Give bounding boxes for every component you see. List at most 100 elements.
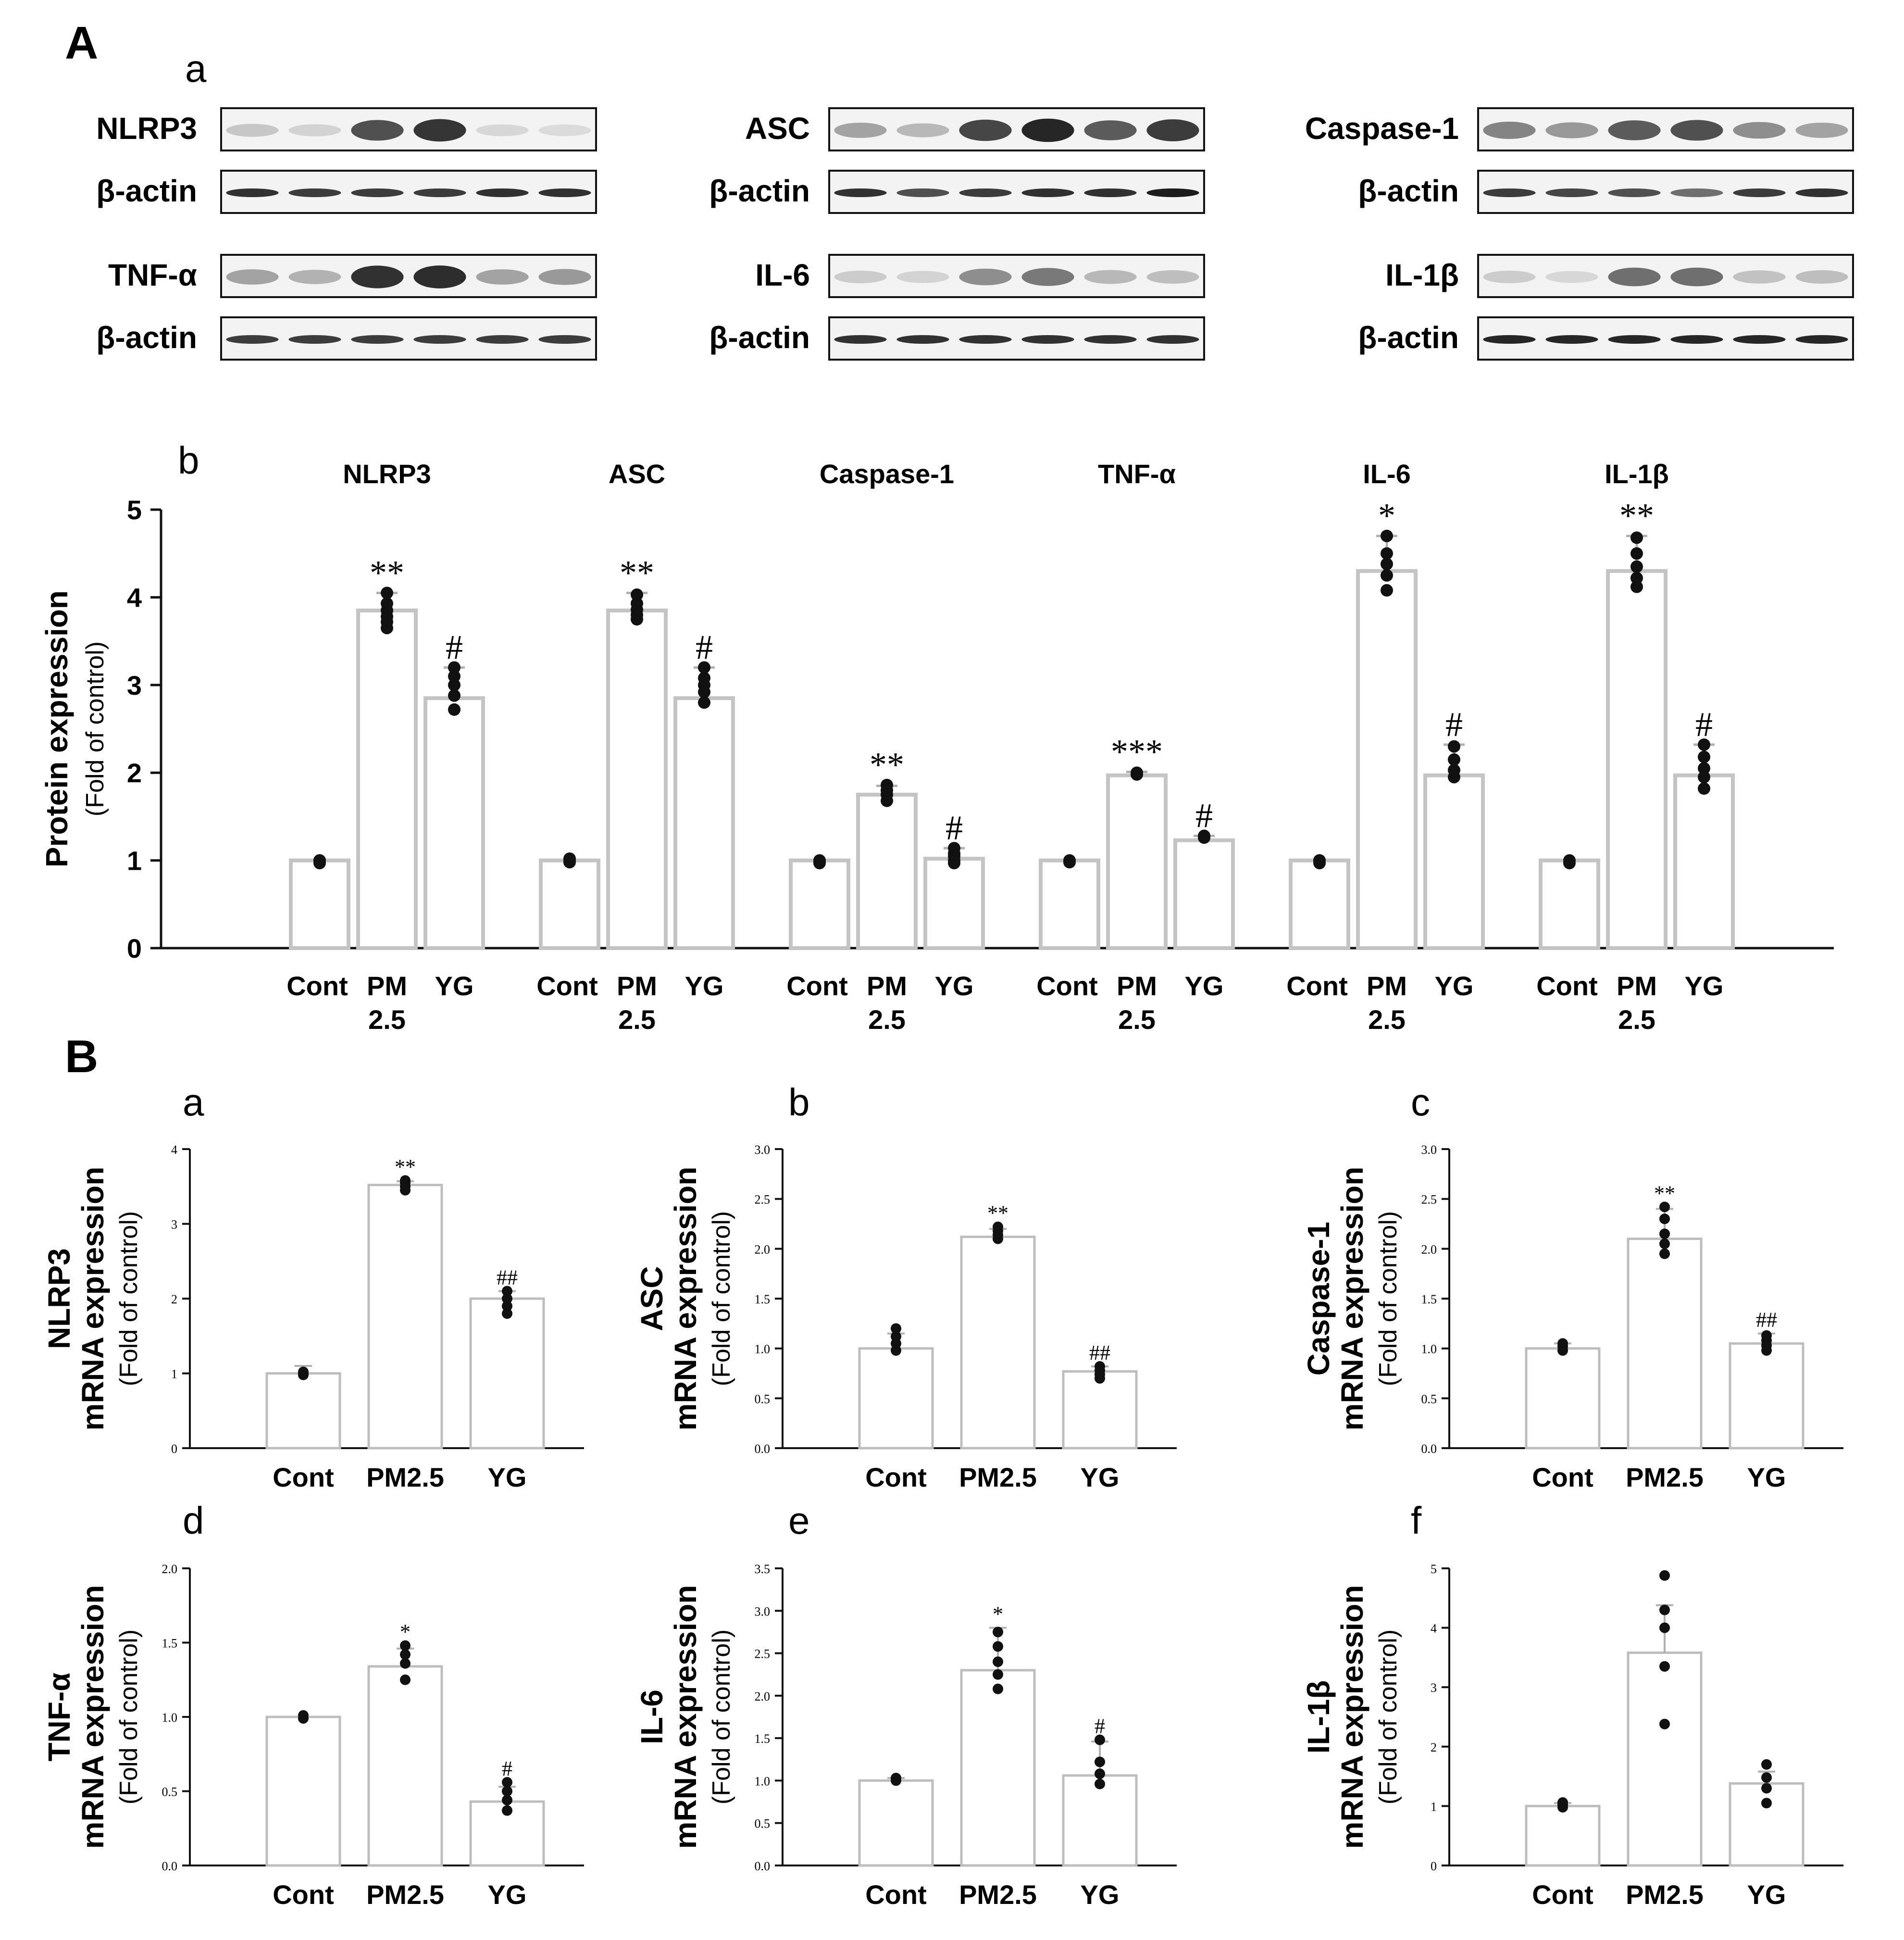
b-y-tick-label-e: 3.5: [755, 1562, 771, 1576]
b-y-tick-label-b: 0.0: [755, 1442, 771, 1456]
panel-labels: A a b B: [65, 17, 207, 1082]
blot-band-tnf-lane-4: [413, 265, 466, 288]
a-point-il-6-1-0: [1381, 584, 1393, 597]
blot-band-il-6-actin-lane-2: [896, 335, 949, 344]
a-point-tnf-0-1: [1063, 854, 1076, 867]
blot-box-asc: [828, 107, 1205, 151]
b-y-tick-label-c: 3.0: [1421, 1143, 1437, 1157]
blot-label-nlrp3: NLRP3: [96, 111, 197, 146]
blot-band-il-6-actin-lane-1: [834, 335, 887, 344]
b-point-f-1-2: [1659, 1622, 1670, 1633]
blot-band-caspase-1-lane-2: [1545, 122, 1598, 138]
a-bar-il-6-pm: [1356, 569, 1418, 951]
a-point-caspase-1-1-3: [881, 778, 893, 791]
b-significance-a-2: ##: [497, 1265, 518, 1289]
panel-b-label: B: [65, 1031, 98, 1082]
blot-band-il-6-lane-5: [1084, 270, 1137, 284]
b-y-tick-label-a: 4: [171, 1143, 177, 1157]
b-y-gene-label-e: IL-6: [635, 1690, 669, 1744]
blot-band-tnf-actin-lane-5: [476, 335, 529, 344]
blot-band-nlrp3-lane-3: [351, 120, 404, 141]
b-y-tick-label-b: 1.5: [755, 1292, 771, 1306]
a-point-asc-2-0: [698, 696, 710, 709]
a-point-nlrp3-1-5: [381, 587, 393, 600]
blot-band-nlrp3-lane-2: [288, 124, 341, 137]
blot-band-tnf-actin-lane-3: [351, 335, 404, 344]
blot-band-il-6-actin-lane-5: [1084, 335, 1137, 344]
b-xlabel-e-2: YG: [1081, 1879, 1120, 1910]
a-bar-asc-pm: [606, 608, 668, 950]
blot-band-tnf-lane-5: [476, 269, 529, 285]
blot-label-il-6: IL-6: [755, 258, 810, 292]
b-xlabel-a-2: YG: [488, 1462, 527, 1492]
b-y-tick-label-b: 0.5: [755, 1392, 771, 1406]
a-bar-asc-cont: [539, 858, 600, 950]
b-y-gene-label-a: NLRP3: [42, 1248, 76, 1349]
a-significance-asc-2: #: [696, 628, 713, 666]
a-point-il-1-0-1: [1563, 854, 1576, 867]
blot-band-caspase-1-lane-1: [1483, 122, 1536, 139]
b-point-c-1-0: [1659, 1248, 1670, 1259]
blot-band-asc-lane-3: [959, 119, 1012, 141]
a-xlabel-nlrp3-2: YG: [435, 971, 474, 1001]
blot-box-caspase-1-actin: [1477, 170, 1854, 214]
b-bar-c-cont: [1525, 1347, 1601, 1450]
a-y-axis-subtitle: (Fold of control): [81, 641, 109, 816]
blot-band-asc-lane-6: [1146, 119, 1199, 141]
blot-box-nlrp3-actin: [220, 170, 597, 214]
b-xlabel-a-1: PM2.5: [366, 1462, 444, 1492]
blot-band-caspase-1-actin-lane-5: [1733, 188, 1786, 197]
b-y-tick-label-c: 0.0: [1421, 1442, 1437, 1456]
b-y-sub-label-d: (Fold of control): [115, 1629, 143, 1804]
a-point-il-1-2-0: [1698, 782, 1710, 795]
b-xlabel-f-0: Cont: [1532, 1879, 1593, 1910]
a-y-tick-label: 0: [127, 933, 142, 964]
blot-box-caspase-1: [1477, 107, 1854, 151]
blot-band-asc-actin-lane-5: [1084, 188, 1137, 197]
b-y-tick-label-a: 3: [171, 1218, 177, 1232]
b-xlabel-b-1: PM2.5: [959, 1462, 1037, 1492]
b-point-e-2-3: [1095, 1734, 1105, 1745]
b-significance-c-1: **: [1654, 1181, 1675, 1205]
blot-band-tnf-lane-6: [538, 269, 591, 285]
b-panel-letter-d: d: [183, 1499, 204, 1542]
blot-label-asc: ASC: [745, 111, 810, 146]
blot-band-tnf-actin-lane-2: [288, 335, 341, 344]
blot-band-nlrp3-lane-5: [476, 124, 529, 137]
blot-band-caspase-1-actin-lane-4: [1670, 188, 1723, 197]
blot-band-asc-actin-lane-1: [834, 188, 887, 197]
b-y-main-label-d: mRNA expression: [75, 1585, 110, 1849]
blot-band-il-1-lane-4: [1670, 267, 1723, 287]
b-point-f-1-3: [1659, 1604, 1670, 1615]
a-point-asc-1-4: [631, 588, 643, 601]
blot-band-il-1-actin-lane-6: [1795, 335, 1848, 344]
b-point-d-2-1: [502, 1795, 512, 1806]
b-point-d-2-2: [502, 1786, 512, 1797]
b-y-tick-label-d: 0.0: [162, 1859, 178, 1873]
blot-box-asc-actin: [828, 170, 1205, 214]
b-y-tick-label-b: 3.0: [755, 1143, 771, 1157]
a-xlabel-il-1-1: PM: [1617, 971, 1657, 1001]
b-point-c-0-2: [1557, 1338, 1568, 1349]
blot-band-il-6-actin-lane-6: [1146, 335, 1199, 344]
blot-band-il-1-actin-lane-4: [1670, 335, 1723, 344]
b-point-b-1-3: [993, 1221, 1003, 1232]
a-bar-asc-yg: [673, 696, 735, 951]
blot-band-asc-lane-5: [1084, 120, 1137, 140]
a-point-il-1-2-1: [1698, 771, 1710, 784]
a-point-il-1-2-2: [1698, 762, 1710, 775]
a-point-il-1-1-2: [1630, 560, 1643, 573]
a-point-il-1-1-1: [1630, 572, 1643, 585]
blot-box-il-6: [828, 254, 1205, 298]
b-point-f-0-2: [1557, 1797, 1568, 1808]
a-xlabel-il-6-0: Cont: [1286, 971, 1348, 1001]
blot-band-tnf-lane-1: [226, 269, 279, 285]
a-bar-caspase-1-cont: [789, 858, 850, 950]
a-xlabel-caspase-1-1: PM: [867, 971, 907, 1001]
b-point-f-2-1: [1761, 1783, 1772, 1794]
a-significance-caspase-1-1: **: [870, 746, 904, 784]
b-significance-b-1: **: [987, 1202, 1008, 1225]
blot-band-caspase-1-lane-3: [1608, 120, 1661, 140]
b-xlabel-d-0: Cont: [273, 1879, 334, 1910]
b-point-e-1-0: [993, 1683, 1003, 1694]
